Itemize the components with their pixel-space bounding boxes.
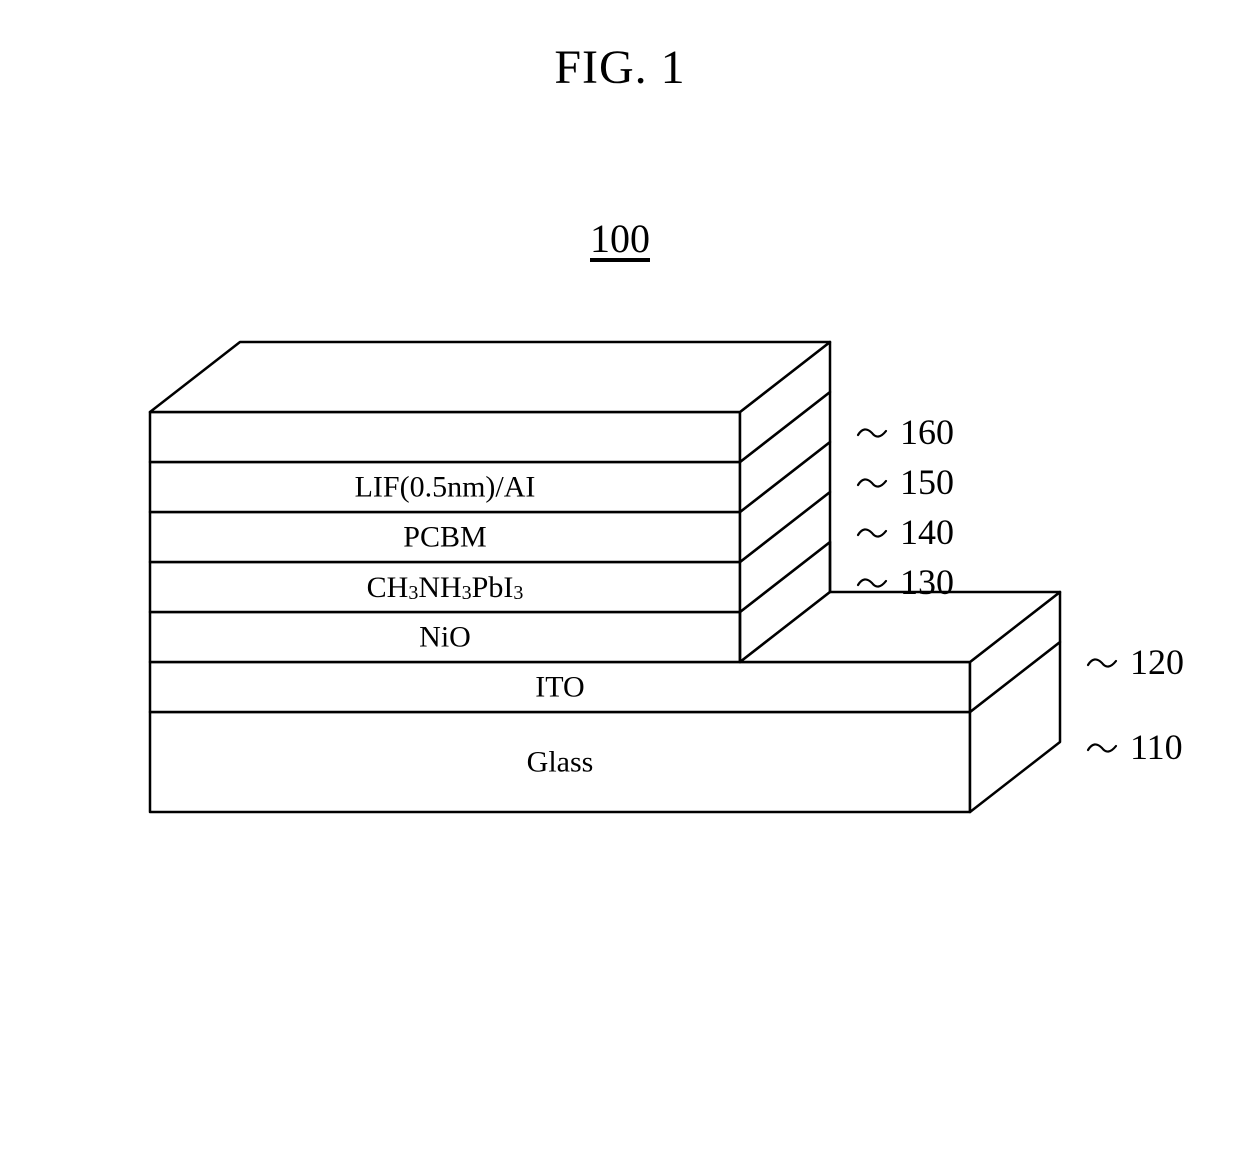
device-number: 100 xyxy=(0,215,1240,262)
ref-120: 120 xyxy=(1130,642,1184,682)
layer-label-150: LIF(0.5nm)/AI xyxy=(355,471,536,504)
layer-label-NiO: NiO xyxy=(419,621,471,654)
ref-130: 130 xyxy=(900,562,954,602)
layer-diagram: LIF(0.5nm)/AI PCBM CH3NH3PbI3 NiO ITO Glass 16… xyxy=(0,262,1240,902)
layer-label-110: Glass xyxy=(527,746,594,779)
ref-150: 150 xyxy=(900,462,954,502)
ref-110: 110 xyxy=(1130,727,1183,767)
ref-160: 160 xyxy=(900,412,954,452)
layer-label-140: PCBM xyxy=(403,521,486,554)
layer-label-130: CH3NH3PbI3 xyxy=(367,571,524,605)
ref-140: 140 xyxy=(900,512,954,552)
figure-title: FIG. 1 xyxy=(0,40,1240,95)
layer-label-120: ITO xyxy=(535,671,584,704)
